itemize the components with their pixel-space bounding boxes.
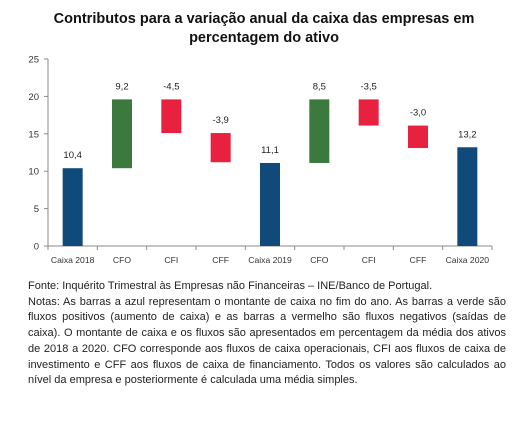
- total-bar: [62, 168, 83, 246]
- category-label: CFO: [113, 255, 131, 265]
- data-label: -3,9: [212, 115, 228, 126]
- chart-title-line-1: Contributos para a variação anual da cai…: [53, 11, 475, 27]
- chart-notes: Fonte: Inquérito Trimestral às Empresas …: [28, 279, 506, 389]
- data-label: 8,5: [313, 81, 326, 92]
- y-tick-label: 25: [28, 55, 39, 66]
- category-label: CFO: [310, 255, 328, 265]
- source-note: Fonte: Inquérito Trimestral às Empresas …: [28, 280, 433, 292]
- y-tick-label: 15: [28, 129, 39, 140]
- negative-flow-bar: [210, 133, 231, 163]
- data-label: 9,2: [115, 81, 128, 92]
- chart-title: Contributos para a variação anual da cai…: [0, 10, 528, 48]
- category-label: CFF: [212, 255, 229, 265]
- waterfall-chart: 0 5 10 15 20 25 10,4 Caixa 2018 9,2 CFO -4,5 CFI -3,…: [28, 55, 493, 265]
- data-label: 13,2: [458, 129, 477, 140]
- total-bar: [457, 147, 478, 246]
- category-label: CFI: [164, 255, 178, 265]
- total-bar: [260, 162, 280, 246]
- data-label: 10,4: [63, 150, 82, 161]
- positive-flow-bar: [112, 99, 132, 169]
- negative-flow-bar: [408, 125, 428, 149]
- positive-flow-bar: [309, 99, 330, 163]
- y-tick-label: 5: [34, 204, 39, 215]
- category-label: CFF: [410, 255, 427, 265]
- negative-flow-bar: [358, 99, 379, 126]
- y-tick-label: 20: [28, 92, 39, 103]
- category-label: CFI: [362, 255, 376, 265]
- data-label: -3,5: [360, 81, 376, 92]
- explanatory-notes: Notas: As barras a azul representam o mo…: [28, 295, 506, 387]
- data-label: -3,0: [410, 108, 426, 119]
- category-label: Caixa 2018: [51, 255, 95, 265]
- data-label: 11,1: [261, 145, 279, 156]
- y-tick-label: 10: [28, 167, 39, 178]
- category-label: Caixa 2020: [446, 255, 490, 265]
- y-tick-label: 0: [34, 242, 39, 253]
- data-label: -4,5: [163, 81, 179, 92]
- chart-title-line-2: percentagem do ativo: [189, 30, 339, 46]
- category-label: Caixa 2019: [248, 255, 292, 265]
- negative-flow-bar: [161, 99, 182, 134]
